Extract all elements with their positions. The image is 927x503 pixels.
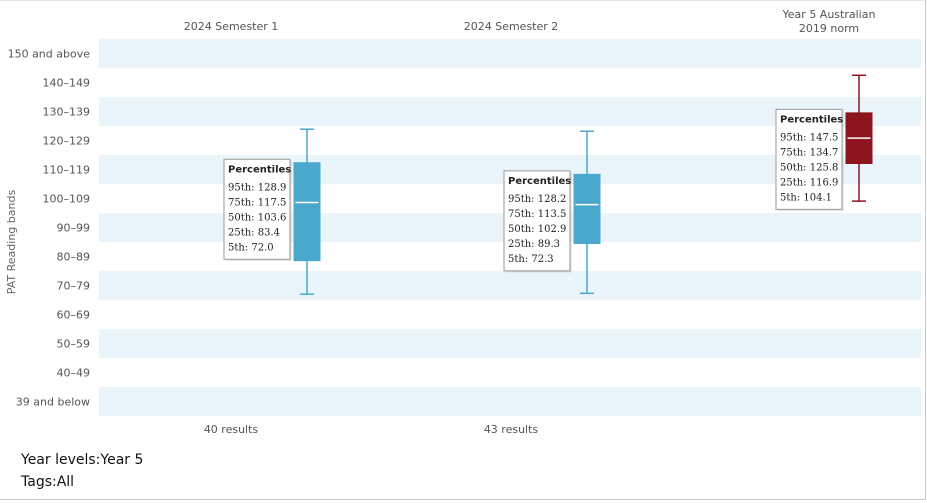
iqr-box <box>573 173 601 245</box>
band-stripe <box>99 271 921 300</box>
percentiles-tooltip: Percentiles 95th: 128.2 75th: 113.5 50th: 1… <box>503 170 572 273</box>
tooltip-line: 25th: 89.3 <box>508 239 560 250</box>
tooltip-line: 5th: 72.3 <box>508 254 554 265</box>
results-count: 43 results <box>484 423 539 436</box>
band-stripe <box>99 387 921 416</box>
tooltip-line: 95th: 128.2 <box>508 194 566 205</box>
category-label: 2019 norm <box>799 22 859 35</box>
tooltip-box <box>223 158 291 260</box>
band-label: 140–149 <box>43 77 91 90</box>
box-plot-chart: 150 and above 140–149 130–139 120–129 110–11… <box>5 8 921 436</box>
tooltip-line: 50th: 125.8 <box>780 162 838 173</box>
band-label: 39 and below <box>16 396 90 409</box>
tooltip-line: 75th: 117.5 <box>228 197 286 208</box>
band-label: 80–89 <box>57 251 91 264</box>
tooltip-box <box>503 170 571 272</box>
band-label: 40–49 <box>57 367 91 380</box>
box-series: 2024 Semester 2 43 results Percentiles 95th… <box>464 20 601 436</box>
category-label: 2024 Semester 2 <box>464 20 559 33</box>
iqr-box <box>293 162 321 262</box>
band-label: 100–109 <box>43 193 91 206</box>
box-series: 2024 Semester 1 40 results Percentiles 95th… <box>184 20 321 436</box>
tooltip-line: 50th: 102.9 <box>508 224 566 235</box>
band-label: 60–69 <box>57 309 91 322</box>
band-label: 150 and above <box>8 48 91 61</box>
tooltip-line: 50th: 103.6 <box>228 212 286 223</box>
tooltip-line: 5th: 72.0 <box>228 242 274 253</box>
band-label: 110–119 <box>43 164 91 177</box>
tooltip-line: 75th: 113.5 <box>508 209 566 220</box>
band-label: 130–139 <box>43 106 91 119</box>
band-label: 120–129 <box>43 135 91 148</box>
tooltip-line: 95th: 147.5 <box>780 132 838 143</box>
band-stripe <box>99 329 921 358</box>
band-label: 90–99 <box>57 222 91 235</box>
tooltip-line: 25th: 83.4 <box>228 227 280 238</box>
percentiles-tooltip: Percentiles 95th: 128.9 75th: 117.5 50th: 1… <box>223 158 292 261</box>
band-label: 70–79 <box>57 280 91 293</box>
tooltip-title: Percentiles <box>780 114 843 125</box>
category-label: 2024 Semester 1 <box>184 20 279 33</box>
tooltip-title: Percentiles <box>508 176 571 187</box>
results-count: 40 results <box>204 423 259 436</box>
tooltip-title: Percentiles <box>228 164 291 175</box>
tooltip-line: 5th: 104.1 <box>780 192 832 203</box>
tooltip-box <box>775 108 843 210</box>
year-levels-label: Year levels:Year 5 <box>21 452 144 468</box>
category-label: Year 5 Australian <box>782 8 876 21</box>
percentiles-tooltip: Percentiles 95th: 147.5 75th: 134.7 50th: 1… <box>775 108 844 211</box>
tooltip-line: 95th: 128.9 <box>228 182 286 193</box>
y-axis-title: PAT Reading bands <box>5 190 18 295</box>
band-label: 50–59 <box>57 338 91 351</box>
tooltip-line: 25th: 116.9 <box>780 177 838 188</box>
tags-label: Tags:All <box>21 474 75 490</box>
band-stripe <box>99 39 921 68</box>
tooltip-line: 75th: 134.7 <box>780 147 838 158</box>
